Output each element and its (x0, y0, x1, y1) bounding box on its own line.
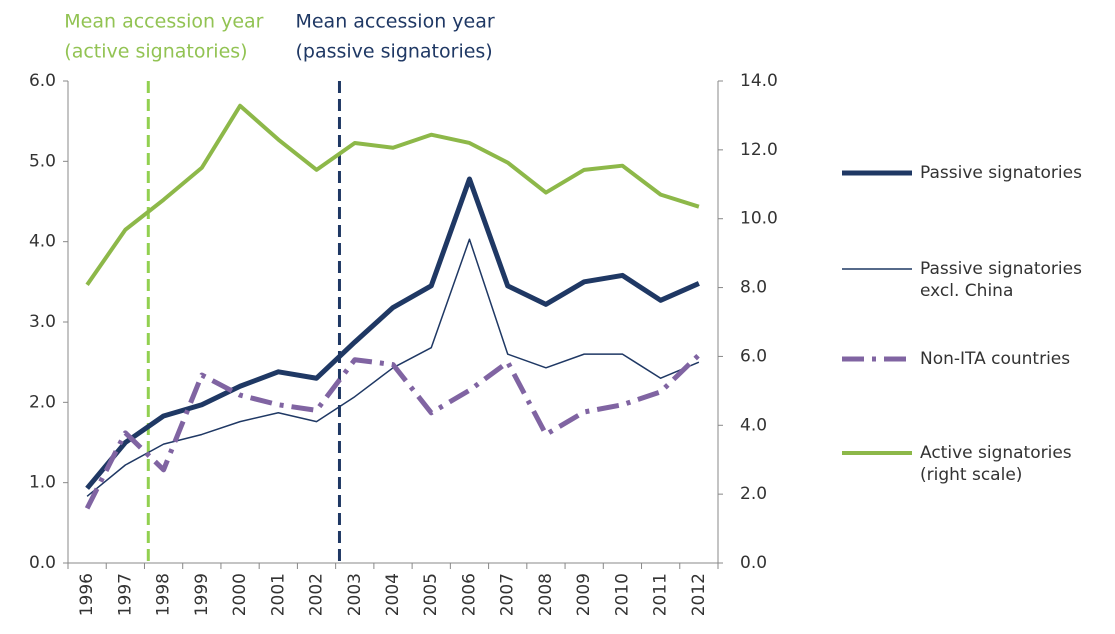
series-line (85, 176, 700, 490)
series-line (84, 353, 701, 510)
annotation-text: Mean accession year (64, 11, 263, 33)
x-tick-label: 2010 (612, 573, 632, 616)
series-line (85, 103, 700, 286)
y2-tick-label: 8.0 (740, 278, 767, 298)
y2-tick-label: 12.0 (740, 140, 778, 160)
x-tick-label: 2008 (536, 573, 556, 616)
x-tick-label: 2012 (689, 573, 709, 616)
legend-swatch (842, 170, 912, 176)
x-tick-label: 2003 (345, 573, 365, 616)
y-tick-label: 1.0 (29, 473, 56, 493)
x-tick-label: 1997 (115, 573, 135, 616)
legend-swatch (842, 356, 912, 362)
legend-swatch (842, 451, 912, 455)
annotation-text: (active signatories) (64, 41, 247, 63)
y-tick-label: 6.0 (29, 71, 56, 91)
x-tick-label: 1999 (192, 573, 212, 616)
legend-item: Non-ITA countries (840, 348, 1110, 370)
x-tick-label: 2000 (230, 573, 250, 616)
legend-item: Passive signatories excl. China (840, 258, 1110, 302)
x-tick-label: 2001 (268, 573, 288, 616)
x-tick-label: 2006 (459, 573, 479, 616)
legend-swatch (842, 268, 912, 270)
x-tick-label: 2002 (307, 573, 327, 616)
y2-tick-label: 2.0 (740, 484, 767, 504)
annotation-text: (passive signatories) (295, 41, 492, 63)
x-tick-label: 2005 (421, 573, 441, 616)
legend-label: Passive signatories excl. China (920, 259, 1082, 301)
legend-label: Passive signatories (920, 163, 1082, 183)
x-tick-label: 2009 (574, 573, 594, 616)
legend-item: Active signatories (right scale) (840, 442, 1110, 486)
y-tick-label: 4.0 (29, 232, 56, 252)
legend-label: Non-ITA countries (920, 349, 1071, 369)
x-tick-label: 2011 (651, 573, 671, 616)
legend-item: Passive signatories (840, 162, 1110, 184)
x-tick-label: 2004 (383, 573, 403, 616)
y-tick-label: 3.0 (29, 312, 56, 332)
y2-tick-label: 0.0 (740, 553, 767, 573)
y-tick-label: 0.0 (29, 553, 56, 573)
annotation-text: Mean accession year (295, 11, 494, 33)
y-tick-label: 2.0 (29, 392, 56, 412)
x-tick-label: 2007 (498, 573, 518, 616)
legend-label: Active signatories (right scale) (920, 443, 1072, 485)
y2-tick-label: 10.0 (740, 209, 778, 229)
y2-tick-label: 4.0 (740, 415, 767, 435)
y2-tick-label: 6.0 (740, 346, 767, 366)
y2-tick-label: 14.0 (740, 71, 778, 91)
x-tick-label: 1998 (154, 573, 174, 616)
y-tick-label: 5.0 (29, 151, 56, 171)
x-tick-label: 1996 (77, 573, 97, 616)
